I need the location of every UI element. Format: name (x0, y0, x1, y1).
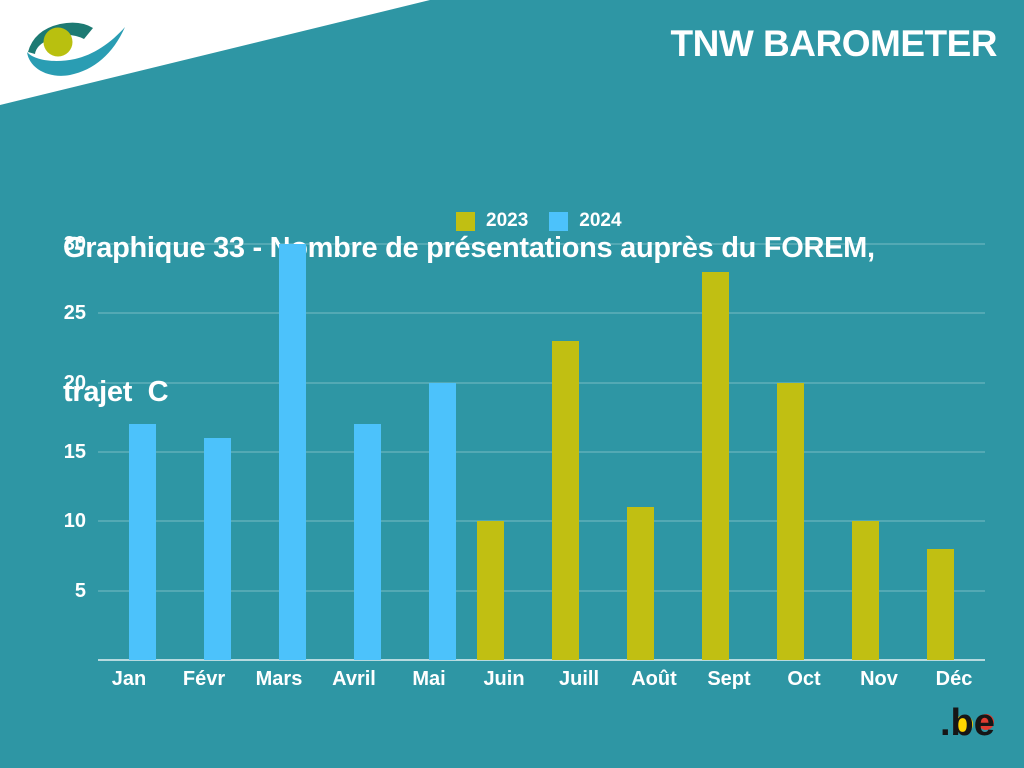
chart-title: Graphique 33 - Nombre de présentations a… (63, 128, 875, 512)
bar-Nov-2023 (852, 521, 879, 660)
gridline-15 (98, 451, 985, 453)
y-tick-label-25: 25 (63, 302, 86, 325)
brand-title: TNW BAROMETER (670, 23, 998, 64)
x-tick-label-Oct: Oct (787, 668, 821, 690)
x-tick-label-Févr: Févr (182, 668, 226, 690)
bar-Oct-2023 (777, 382, 804, 660)
bar-Août-2023 (627, 507, 654, 660)
y-tick-label-10: 10 (63, 510, 86, 533)
x-tick-label-Jan: Jan (111, 668, 147, 690)
legend-label: 2023 (486, 210, 529, 231)
bar-Févr-2024 (204, 438, 231, 660)
be-logo-red-dot (978, 714, 994, 730)
be-logo-yellow-dot (955, 715, 973, 733)
legend-item-2024: 2024 (549, 210, 622, 232)
bar-Mai-2024 (429, 382, 456, 660)
legend-swatch-2023 (456, 211, 475, 231)
x-tick-label-Mars: Mars (255, 668, 303, 690)
legend-swatch-2024 (549, 211, 569, 231)
gridline-30 (98, 243, 985, 245)
logo-swoosh-shape (27, 27, 125, 76)
bar-Jan-2024 (129, 424, 156, 660)
gridline-5 (98, 589, 985, 592)
belgium-be-logo: .be (938, 696, 1004, 751)
gridline-10 (98, 520, 985, 523)
org-eye-swoosh-logo (27, 22, 125, 76)
bar-Sept-2023 (702, 271, 729, 660)
y-tick-label-20: 20 (63, 371, 86, 394)
gridline-20 (98, 381, 985, 384)
bar-Mars-2024 (279, 244, 306, 660)
x-tick-label-Août: Août (631, 668, 677, 690)
bar-Juill-2023 (552, 341, 579, 660)
gridline-25 (98, 312, 985, 315)
logo-iris-circle (43, 27, 73, 57)
x-tick-label-Nov: Nov (860, 668, 898, 690)
y-tick-label-30: 30 (63, 233, 86, 255)
x-tick-label-Déc: Déc (935, 668, 973, 690)
x-tick-label-Sept: Sept (707, 668, 751, 690)
x-tick-label-Avril: Avril (332, 668, 376, 690)
chart-title-line2: trajet C (63, 376, 169, 408)
x-tick-label-Juin: Juin (483, 668, 525, 690)
x-tick-label-Mai: Mai (412, 668, 446, 690)
legend-label: 2024 (579, 210, 622, 231)
x-tick-label-Juill: Juill (558, 668, 599, 690)
chart-legend: 2023 2024 (456, 210, 622, 232)
be-logo-text: .be (940, 702, 995, 744)
bar-Avril-2024 (354, 424, 381, 660)
y-tick-label-15: 15 (63, 441, 86, 463)
bar-Déc-2023 (927, 549, 954, 660)
legend-item-2023: 2023 (456, 210, 528, 232)
y-tick-label-5: 5 (74, 579, 86, 602)
logo-brow-shape (28, 22, 93, 54)
x-axis-line (98, 659, 985, 661)
bar-Juin-2023 (477, 521, 504, 660)
